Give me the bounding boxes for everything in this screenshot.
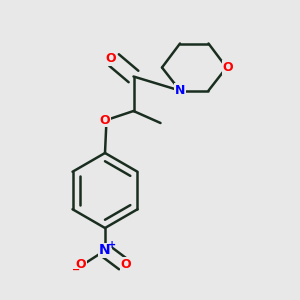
- Text: O: O: [121, 257, 131, 271]
- Text: O: O: [100, 113, 110, 127]
- Text: N: N: [175, 84, 185, 97]
- Text: O: O: [223, 61, 233, 74]
- Text: O: O: [76, 257, 86, 271]
- Text: +: +: [108, 240, 117, 250]
- Text: N: N: [99, 244, 111, 257]
- Text: O: O: [106, 52, 116, 65]
- Text: −: −: [71, 264, 80, 274]
